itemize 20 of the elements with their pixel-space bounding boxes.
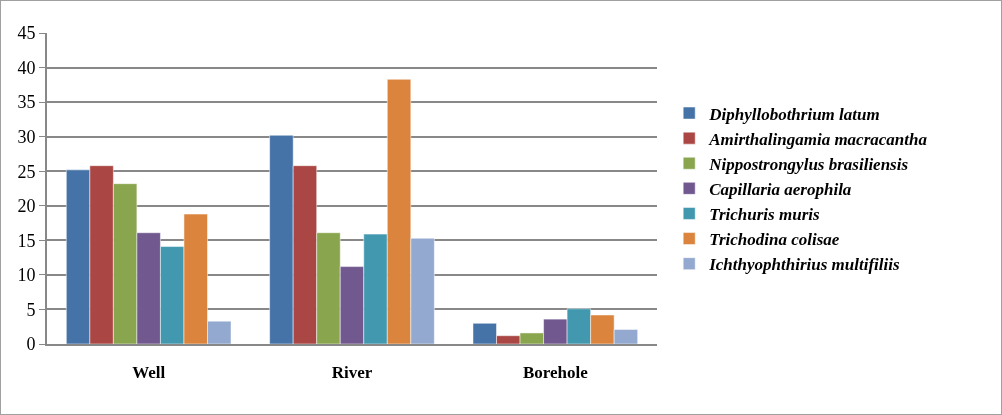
legend-label: Trichuris muris xyxy=(709,205,820,225)
x-tick-label: Borehole xyxy=(522,363,589,383)
legend-label: Ichthyophthirius multifiliis xyxy=(708,255,900,275)
y-tick-label: 0 xyxy=(26,334,36,355)
y-tick-label: 15 xyxy=(17,230,36,251)
y-tick-label: 35 xyxy=(17,92,36,113)
y-tick-label: 30 xyxy=(17,126,36,147)
y-tick-label: 25 xyxy=(17,161,36,182)
legend-label: Amirthalingamia macracantha xyxy=(708,129,928,149)
legend-label: Nippostrongylus brasiliensis xyxy=(708,154,909,174)
x-tick-label: Well xyxy=(132,363,166,383)
y-tick-label: 20 xyxy=(17,196,36,217)
y-tick-label: 10 xyxy=(17,265,36,286)
legend-label: Capillaria aerophila xyxy=(709,179,852,199)
legend-label: Trichodina colisae xyxy=(709,230,840,250)
y-tick-label: 45 xyxy=(17,23,36,44)
x-tick-label: River xyxy=(331,363,373,383)
legend-label: Diphyllobothrium latum xyxy=(708,104,880,124)
y-tick-label: 40 xyxy=(17,57,36,78)
y-tick-label: 5 xyxy=(26,299,36,320)
